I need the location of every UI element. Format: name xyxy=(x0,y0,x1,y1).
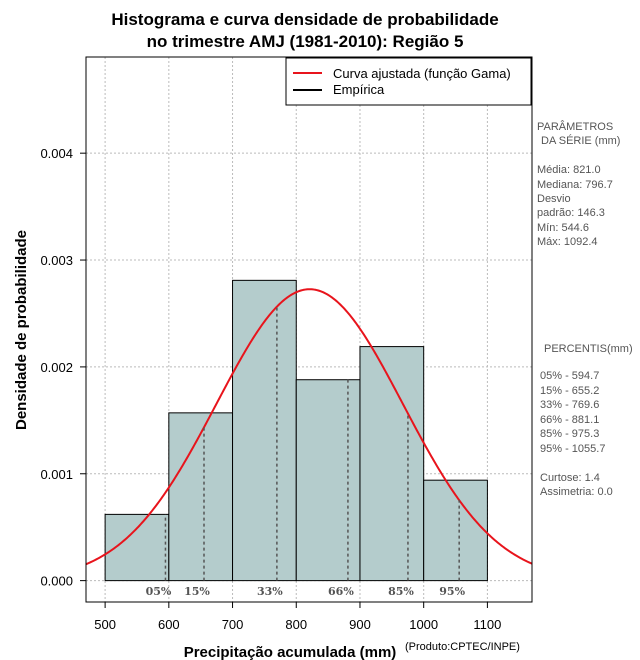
percentil-05: 05% - 594.7 xyxy=(540,370,599,382)
stat-desvio-1: Desvio xyxy=(537,193,571,205)
params-title-2: DA SÉRIE (mm) xyxy=(541,134,620,147)
percentil-66: 66% - 881.1 xyxy=(540,414,599,426)
legend: Curva ajustada (função Gama) Empírica xyxy=(285,57,532,106)
percentil-85: 85% - 975.3 xyxy=(540,428,599,440)
legend-empirical-label: Empírica xyxy=(333,82,385,97)
x-tick-label-900: 900 xyxy=(349,617,371,632)
y-tick-label-0.000: 0.000 xyxy=(40,574,73,589)
histogram-bars xyxy=(104,279,488,582)
fitted-density-curve xyxy=(85,288,533,566)
params-title-1: PARÂMETROS xyxy=(537,120,613,133)
x-tick-label-700: 700 xyxy=(222,617,244,632)
percentis-title: PERCENTIS(mm) xyxy=(544,343,633,355)
side-panel: PARÂMETROS DA SÉRIE (mm) Média: 821.0 Me… xyxy=(537,120,633,498)
legend-fitted-label: Curva ajustada (função Gama) xyxy=(333,66,511,81)
chart-subtitle: no trimestre AMJ (1981-2010): Região 5 xyxy=(147,32,464,51)
percentile-label-33: 33% xyxy=(257,585,283,598)
axes: 500 600 700 800 900 1000 1100 0.000 0.001 0.002 0.… xyxy=(40,146,501,632)
percentile-markers: 05% 15% 33% 66% 85% 95% xyxy=(146,306,466,598)
y-tick-label-0.001: 0.001 xyxy=(40,467,73,482)
y-tick-label-0.003: 0.003 xyxy=(40,253,73,268)
percentile-label-95: 95% xyxy=(439,585,465,598)
x-tick-label-500: 500 xyxy=(94,617,116,632)
chart-title: Histograma e curva densidade de probabil… xyxy=(111,10,498,29)
product-credit: (Produto:CPTEC/INPE) xyxy=(405,641,520,653)
histogram-bar-2 xyxy=(168,412,234,582)
stat-desvio-2: padrão: 146.3 xyxy=(537,207,605,219)
stat-max: Máx: 1092.4 xyxy=(537,236,598,248)
histogram-bar-4 xyxy=(295,379,361,582)
y-axis-title: Densidade de probabilidade xyxy=(13,230,30,430)
percentil-15: 15% - 655.2 xyxy=(540,385,599,397)
x-tick-label-600: 600 xyxy=(158,617,180,632)
histogram-bar-3 xyxy=(232,279,297,582)
stat-assimetria: Assimetria: 0.0 xyxy=(540,486,613,498)
fitted-curve-layer xyxy=(85,288,533,566)
stat-min: Mín: 544.6 xyxy=(537,222,589,234)
x-tick-label-1100: 1100 xyxy=(473,617,501,632)
legend-box xyxy=(285,57,532,106)
y-tick-label-0.004: 0.004 xyxy=(40,146,73,161)
histogram-bar-5 xyxy=(359,346,425,582)
percentile-label-05: 05% xyxy=(146,585,172,598)
x-tick-label-800: 800 xyxy=(285,617,307,632)
percentil-33: 33% - 769.6 xyxy=(540,399,599,411)
histogram-bar-1 xyxy=(104,513,170,582)
histogram-bar-6 xyxy=(423,479,488,582)
stat-media: Média: 821.0 xyxy=(537,164,601,176)
x-tick-label-1000: 1000 xyxy=(409,617,438,632)
percentile-label-15: 15% xyxy=(184,585,210,598)
stat-curtose: Curtose: 1.4 xyxy=(540,472,600,484)
y-tick-label-0.002: 0.002 xyxy=(40,360,73,375)
x-axis-title: Precipitação acumulada (mm) xyxy=(184,644,397,660)
stat-mediana: Mediana: 796.7 xyxy=(537,179,613,191)
percentile-label-66: 66% xyxy=(328,585,354,598)
percentile-label-85: 85% xyxy=(388,585,414,598)
percentil-95: 95% - 1055.7 xyxy=(540,443,605,455)
